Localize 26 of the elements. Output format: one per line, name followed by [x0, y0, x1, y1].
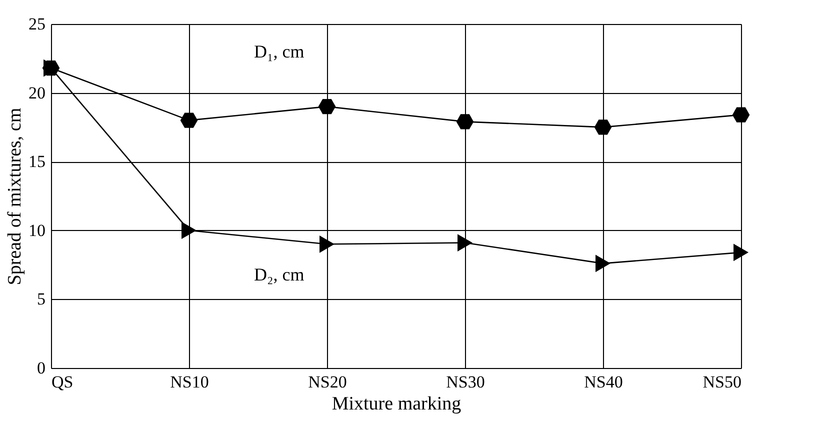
x-tick-label: NS20: [308, 372, 347, 392]
point: [318, 99, 336, 114]
x-tick-label: NS40: [584, 372, 623, 392]
x-axis-title: Mixture marking: [332, 394, 462, 414]
x-tick-label: QS: [52, 372, 74, 392]
y-tick-label: 10: [28, 220, 46, 240]
y-axis-title: Spread of mixtures, cm: [4, 108, 26, 286]
text: D₁, cm: [254, 41, 304, 62]
x-tick-label: NS50: [702, 372, 742, 392]
point: [594, 120, 612, 135]
point: [734, 244, 748, 262]
y-tick-label: 15: [28, 152, 46, 172]
y-tick-label: 20: [28, 83, 46, 102]
x-tick-label: NS10: [170, 372, 209, 392]
x-tick-label: NS30: [446, 372, 485, 392]
point: [596, 254, 610, 272]
series-label: D₂, cm: [254, 264, 304, 284]
point: [320, 236, 334, 253]
point: [456, 114, 474, 130]
y-tick-label: 0: [37, 358, 46, 378]
point: [182, 222, 196, 240]
point: [458, 234, 472, 252]
point: [732, 107, 750, 122]
y-tick-label: 25: [28, 14, 46, 34]
point: [180, 112, 198, 128]
y-tick-label: 5: [37, 290, 46, 309]
